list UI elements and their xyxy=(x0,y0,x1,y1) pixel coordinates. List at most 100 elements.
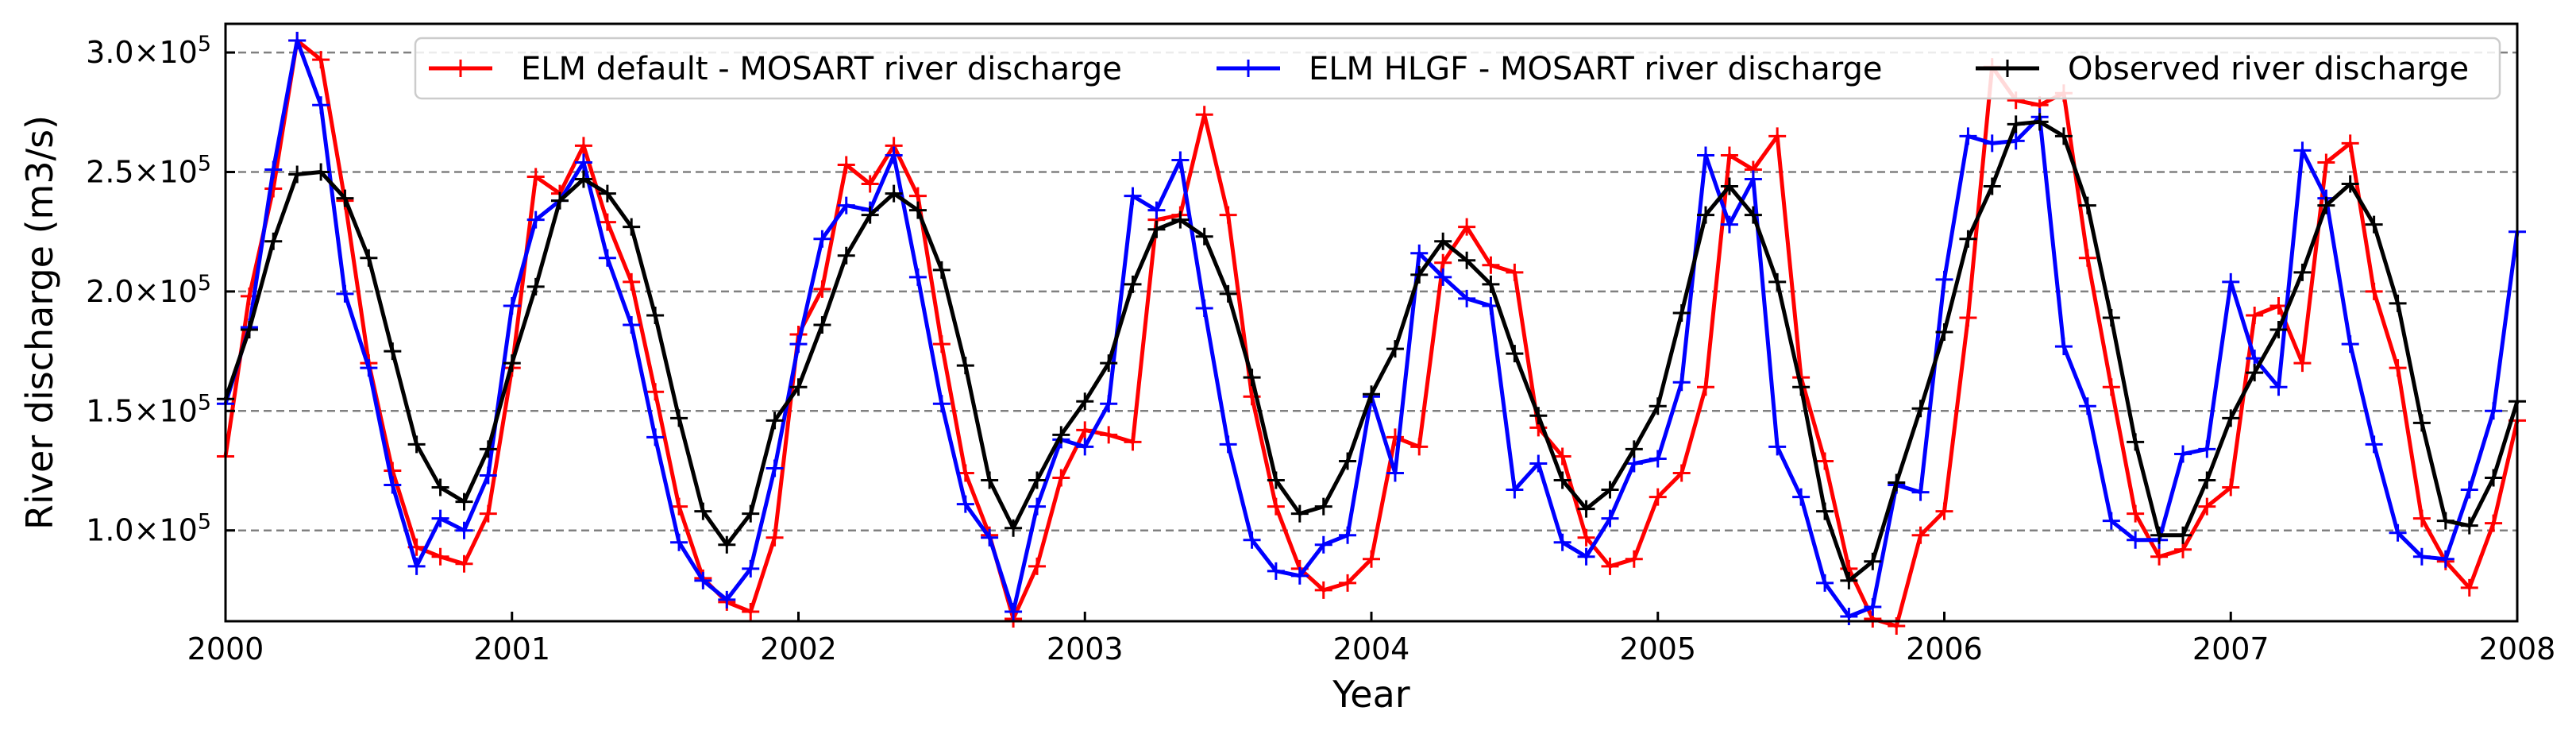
data-point xyxy=(908,201,927,219)
data-point xyxy=(694,502,712,520)
x-tick-label: 2006 xyxy=(1906,632,1983,667)
data-point xyxy=(2269,296,2288,315)
data-point xyxy=(407,435,426,454)
data-point xyxy=(2436,550,2455,568)
data-point xyxy=(1147,201,1166,219)
data-point xyxy=(1935,270,1953,288)
data-point xyxy=(1672,303,1691,322)
data-point xyxy=(1649,488,1667,506)
data-point xyxy=(2460,516,2478,535)
data-point xyxy=(264,232,283,250)
data-point xyxy=(240,321,258,339)
data-point xyxy=(2365,435,2383,454)
data-point xyxy=(1864,597,1882,616)
data-point xyxy=(956,357,974,375)
y-axis-label: River discharge (m3/s) xyxy=(18,115,61,530)
data-point xyxy=(1768,438,1787,456)
data-point xyxy=(1935,323,1953,342)
data-point xyxy=(765,412,784,430)
data-point xyxy=(1601,509,1619,527)
data-point xyxy=(1434,268,1452,286)
data-point xyxy=(837,156,855,174)
data-point xyxy=(2127,531,2145,549)
data-point xyxy=(1267,471,1285,489)
data-point xyxy=(2412,414,2431,432)
data-point xyxy=(1983,177,2001,195)
x-axis-label: Year xyxy=(1332,673,1409,716)
data-point xyxy=(1052,426,1070,444)
data-point xyxy=(2174,526,2192,544)
data-point xyxy=(2222,478,2240,497)
data-point xyxy=(384,342,402,361)
data-point xyxy=(2341,335,2359,354)
data-point xyxy=(1506,481,1524,499)
data-point xyxy=(1171,211,1190,229)
data-point xyxy=(837,246,855,265)
x-tick-label: 2007 xyxy=(2192,632,2269,667)
data-point xyxy=(1290,504,1309,523)
data-point xyxy=(1314,535,1332,554)
y-tick-label: 3.0×105 xyxy=(86,32,211,70)
data-point xyxy=(1267,562,1285,580)
y-axis-ticks: 1.0×105 1.5×105 2.0×105 2.5×105 3.0×105 xyxy=(86,32,235,548)
legend-label: ELM HLGF - MOSART river discharge xyxy=(1309,51,1882,87)
data-point xyxy=(1195,299,1213,317)
data-point xyxy=(2389,359,2407,377)
data-point xyxy=(526,211,545,229)
data-point xyxy=(2102,308,2120,326)
data-point xyxy=(1363,550,1380,568)
data-point xyxy=(2030,113,2049,131)
data-point xyxy=(670,497,688,516)
data-point xyxy=(981,528,999,547)
data-point xyxy=(765,528,784,547)
data-point xyxy=(384,476,402,494)
data-point xyxy=(2293,354,2312,373)
data-point xyxy=(2150,547,2169,566)
data-point xyxy=(1697,378,1714,396)
data-point xyxy=(1911,483,1930,501)
data-point xyxy=(885,146,903,164)
data-point xyxy=(1339,526,1357,544)
data-point xyxy=(1577,547,1595,566)
data-point xyxy=(1005,602,1023,620)
legend-marker xyxy=(1240,60,1257,77)
data-point xyxy=(1434,232,1452,250)
data-point xyxy=(1553,447,1571,466)
data-point xyxy=(1339,574,1357,592)
data-point xyxy=(2054,127,2073,145)
data-point xyxy=(1768,272,1787,291)
data-point xyxy=(455,493,473,511)
data-point xyxy=(264,180,283,198)
data-point xyxy=(360,359,378,377)
data-point xyxy=(2460,578,2478,597)
series-elm-default-mosart-river-discharge xyxy=(217,32,2526,636)
data-point xyxy=(1100,354,1118,373)
data-point xyxy=(1864,552,1882,570)
data-point xyxy=(837,196,855,214)
data-point xyxy=(670,533,688,551)
data-point xyxy=(264,160,283,179)
data-point xyxy=(1482,256,1500,274)
data-series xyxy=(217,32,2526,636)
data-point xyxy=(1290,566,1309,585)
data-point xyxy=(1697,206,1714,224)
data-point xyxy=(2389,294,2407,312)
data-point xyxy=(2293,141,2312,160)
data-point xyxy=(1410,244,1429,262)
data-point xyxy=(2198,440,2216,458)
data-point xyxy=(2317,153,2335,172)
data-point xyxy=(813,280,831,298)
data-point xyxy=(1147,220,1166,238)
data-point xyxy=(2078,397,2096,415)
x-tick-label: 2008 xyxy=(2479,632,2556,667)
data-point xyxy=(503,354,521,373)
legend: ELM default - MOSART river discharge ELM … xyxy=(414,37,2501,100)
x-tick-label: 2003 xyxy=(1047,632,1124,667)
data-point xyxy=(1649,397,1667,415)
data-point xyxy=(789,335,808,354)
data-point xyxy=(1506,345,1524,363)
data-point xyxy=(2317,196,2335,214)
data-point xyxy=(2198,497,2216,516)
data-point xyxy=(1076,421,1094,439)
